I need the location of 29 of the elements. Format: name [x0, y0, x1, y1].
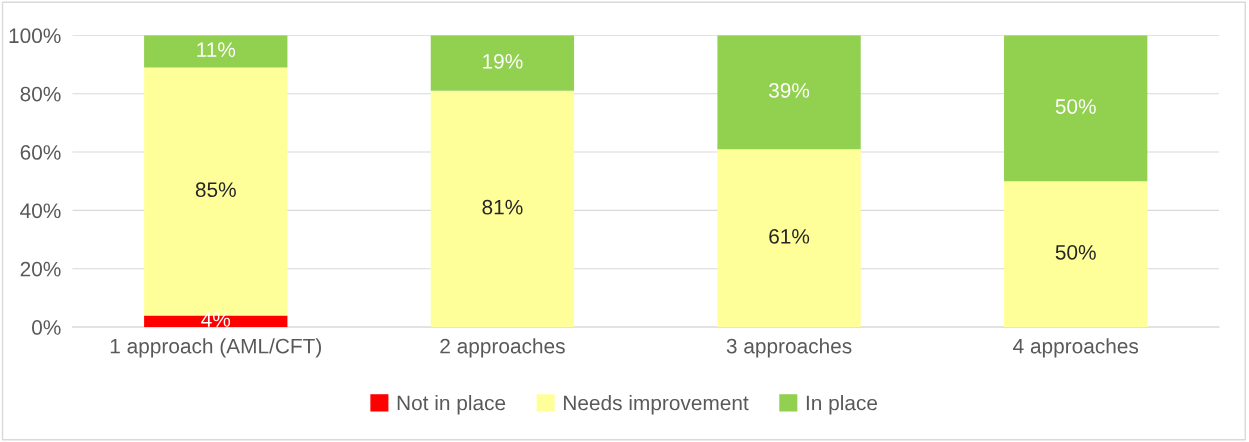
bar — [1004, 181, 1148, 328]
legend-label: Not in place — [397, 394, 506, 415]
bar — [1004, 35, 1148, 182]
bar — [717, 149, 861, 328]
x-tick-label: 2 approaches — [440, 338, 565, 358]
y-tick-label: 80% — [20, 86, 61, 102]
bar — [144, 35, 288, 68]
y-tick-label: 60% — [20, 145, 61, 160]
data-label: 19% — [483, 53, 523, 69]
bar — [717, 35, 861, 150]
data-label: 4% — [201, 312, 231, 327]
data-label: 61% — [769, 228, 810, 244]
bar — [430, 90, 575, 328]
bar — [430, 35, 575, 91]
y-tick-label: 100% — [9, 28, 61, 44]
data-label: 39% — [769, 83, 810, 98]
legend-label: In place — [806, 394, 878, 415]
x-tick-label: 4 approaches — [1013, 338, 1139, 358]
data-label: 50% — [1055, 244, 1096, 260]
x-tick-label: 3 approaches — [726, 338, 852, 358]
data-label: 85% — [195, 182, 236, 198]
y-tick-label: 40% — [20, 203, 61, 219]
y-tick-label: 0% — [32, 320, 61, 335]
y-tick-label: 20% — [20, 261, 61, 277]
data-label: 50% — [1055, 99, 1096, 114]
data-label: 81% — [482, 199, 523, 215]
legend-label: Needs improvement — [564, 394, 749, 415]
data-label: 11% — [197, 42, 236, 57]
x-tick-label: 1 approach (AML/CFT) — [110, 338, 321, 358]
